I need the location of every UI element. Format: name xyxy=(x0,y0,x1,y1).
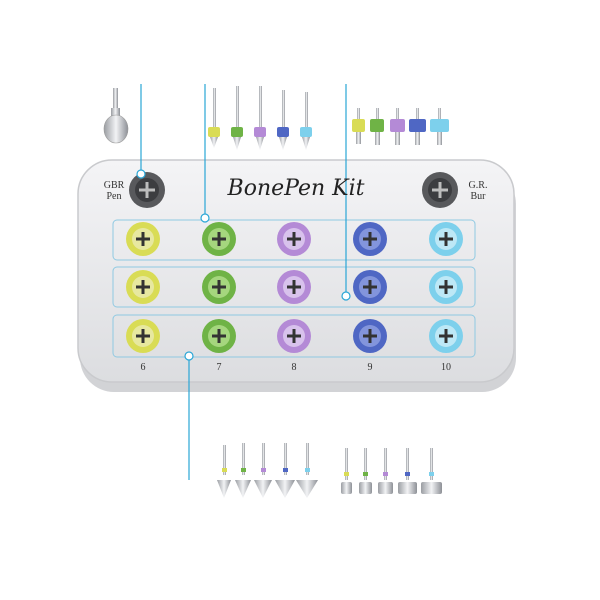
drill-icon-blue xyxy=(277,90,289,150)
socket-purple-r1 xyxy=(277,222,311,256)
drill-icon-purple xyxy=(254,86,266,150)
bur-icon-blue-right xyxy=(398,448,417,494)
socket-yellow-r2 xyxy=(126,270,160,304)
gbr-label-line1: GBR xyxy=(103,180,125,191)
socket-green-r3 xyxy=(202,319,236,353)
kit-title: BonePen Kit xyxy=(227,176,365,201)
socket-cyan-r3 xyxy=(429,319,463,353)
bottom-bur-set-right xyxy=(341,448,442,494)
drill-icon-green xyxy=(231,86,243,150)
bur-icon-cyan-right xyxy=(421,448,442,494)
bur-icon-green xyxy=(235,443,251,498)
stopper-set xyxy=(352,108,449,145)
gr-bur-socket xyxy=(422,172,458,208)
socket-green-r1 xyxy=(202,222,236,256)
column-number: 8 xyxy=(291,362,297,373)
socket-grid xyxy=(126,222,463,353)
bur-icon-purple-right xyxy=(378,448,393,494)
bur-icon-yellow xyxy=(217,445,231,498)
gbr-pen-socket xyxy=(129,172,165,208)
socket-yellow-r1 xyxy=(126,222,160,256)
bur-icon-yellow-right xyxy=(341,448,352,494)
bur-icon-purple xyxy=(254,443,272,498)
socket-purple-r2 xyxy=(277,270,311,304)
bottom-bur-set-left xyxy=(217,443,318,498)
drill-icon-cyan xyxy=(300,92,312,150)
bur-icon-cyan xyxy=(296,443,318,498)
gr-bur-label: G.R. Bur xyxy=(458,180,498,202)
gr-bur-label-line2: Bur xyxy=(470,191,486,202)
stopper-icon-cyan xyxy=(430,108,449,145)
gbr-label-line2: Pen xyxy=(106,191,122,202)
bur-icon-blue xyxy=(275,443,295,498)
callout-lines xyxy=(136,84,351,480)
top-drill-set xyxy=(208,86,312,150)
socket-cyan-r2 xyxy=(429,270,463,304)
drill-icon-yellow xyxy=(208,88,220,148)
stopper-icon-green xyxy=(370,108,384,145)
socket-blue-r2 xyxy=(353,270,387,304)
socket-green-r2 xyxy=(202,270,236,304)
ball-bur-icon xyxy=(103,88,129,144)
stopper-icon-blue xyxy=(409,108,426,145)
socket-row-frames xyxy=(112,219,476,358)
column-number: 7 xyxy=(216,362,222,373)
bur-icon-green-right xyxy=(359,448,372,494)
gbr-label: GBR Pen xyxy=(94,180,134,202)
socket-blue-r1 xyxy=(353,222,387,256)
stopper-icon-yellow xyxy=(352,108,365,144)
socket-cyan-r1 xyxy=(429,222,463,256)
socket-yellow-r3 xyxy=(126,319,160,353)
column-number: 9 xyxy=(367,362,373,373)
column-number: 10 xyxy=(441,362,451,373)
socket-purple-r3 xyxy=(277,319,311,353)
column-number: 6 xyxy=(140,362,146,373)
gr-bur-label-line1: G.R. xyxy=(468,180,488,191)
stopper-icon-purple xyxy=(390,108,405,145)
socket-blue-r3 xyxy=(353,319,387,353)
